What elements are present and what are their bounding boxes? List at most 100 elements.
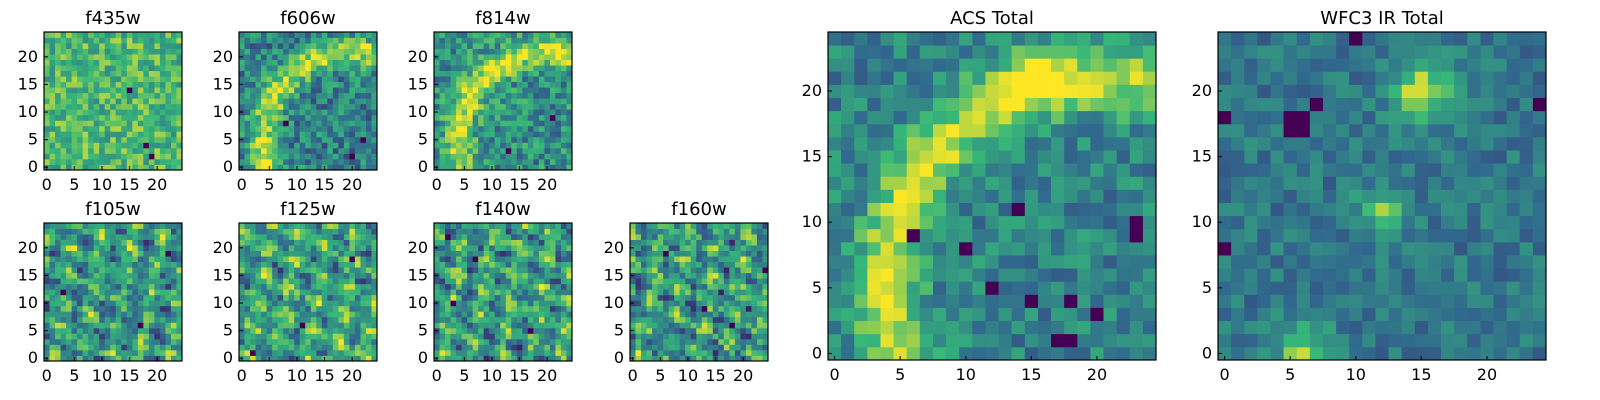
heatmap-cell: [478, 153, 485, 160]
heatmap-cell: [99, 272, 106, 279]
heatmap-cell: [244, 300, 251, 307]
heatmap-cell: [93, 267, 100, 274]
heatmap-cell: [77, 300, 84, 307]
heatmap-cell: [316, 355, 323, 362]
heatmap-cell: [668, 272, 675, 279]
heatmap-cell: [244, 338, 251, 345]
heatmap-cell: [294, 120, 301, 127]
heatmap-cell: [365, 300, 372, 307]
heatmap-cell: [854, 320, 868, 335]
heatmap-cell: [751, 228, 758, 235]
heatmap-cell: [500, 349, 507, 356]
heatmap-cell: [299, 147, 306, 154]
heatmap-cell: [854, 228, 868, 243]
heatmap-cell: [99, 256, 106, 263]
heatmap-cell: [985, 241, 999, 256]
heatmap-cell: [371, 87, 378, 94]
heatmap-cell: [745, 349, 752, 356]
heatmap-cell: [646, 294, 653, 301]
heatmap-cell: [143, 98, 150, 105]
heatmap-cell: [533, 272, 540, 279]
heatmap-cell: [82, 278, 89, 285]
heatmap-cell: [266, 65, 273, 72]
heatmap-cell: [652, 316, 658, 323]
heatmap-cell: [841, 255, 855, 269]
heatmap-cell: [544, 267, 551, 274]
heatmap-cell: [972, 176, 986, 190]
heatmap-cell: [756, 344, 763, 351]
heatmap-cell: [549, 333, 556, 340]
heatmap-cell: [549, 239, 556, 246]
heatmap-cell: [489, 158, 496, 165]
heatmap-cell: [137, 344, 144, 351]
heatmap-cell: [560, 239, 567, 246]
heatmap-cell: [283, 256, 290, 263]
heatmap-cell: [132, 136, 139, 143]
heatmap-cell: [1090, 202, 1104, 217]
heatmap-cell: [434, 261, 440, 268]
heatmap-cell: [250, 289, 256, 296]
heatmap-cell: [505, 32, 512, 38]
heatmap-cell: [143, 37, 150, 44]
heatmap-cell: [365, 278, 372, 285]
heatmap-cell: [93, 333, 100, 340]
heatmap-cell: [880, 255, 894, 269]
heatmap-cell: [1103, 123, 1118, 138]
heatmap-cell: [332, 300, 339, 307]
heatmap-cell: [522, 355, 529, 362]
heatmap-cell: [132, 120, 139, 127]
heatmap-cell: [332, 256, 339, 263]
heatmap-cell: [489, 136, 496, 143]
heatmap-cell: [343, 228, 350, 235]
heatmap-cell: [121, 65, 128, 72]
heatmap-cell: [472, 245, 479, 251]
heatmap-cell: [668, 344, 675, 351]
heatmap-cell: [60, 153, 67, 160]
heatmap-cell: [126, 333, 133, 340]
heatmap-cell: [104, 245, 111, 251]
heatmap-cell: [104, 70, 111, 77]
heatmap-cell: [1051, 241, 1065, 256]
heatmap-cell: [511, 48, 518, 55]
heatmap-cell: [170, 311, 177, 318]
axes-frame: [238, 222, 378, 362]
heatmap-cell: [159, 114, 166, 121]
heatmap-cell: [255, 98, 262, 105]
heatmap-cell: [1142, 228, 1157, 243]
heatmap-cell: [244, 147, 251, 154]
heatmap-cell: [566, 153, 573, 160]
heatmap-cell: [555, 76, 562, 83]
heatmap-cell: [745, 261, 752, 268]
heatmap-cell: [652, 344, 658, 351]
heatmap-cell: [751, 239, 758, 246]
heatmap-cell: [371, 37, 378, 44]
heatmap-cell: [533, 305, 540, 312]
heatmap-cell: [283, 32, 290, 38]
heatmap-cell: [701, 250, 708, 257]
heatmap-cell: [555, 87, 562, 94]
heatmap-cell: [126, 125, 133, 132]
heatmap-cell: [555, 136, 562, 143]
heatmap-cell: [71, 147, 78, 154]
heatmap-cell: [828, 307, 842, 322]
heatmap-cell: [261, 333, 267, 340]
heatmap-cell: [445, 54, 451, 60]
heatmap-cell: [544, 289, 551, 296]
y-tick-label: 0: [418, 157, 428, 176]
heatmap-cell: [762, 349, 769, 356]
heatmap-cell: [445, 120, 451, 127]
heatmap-cell: [566, 289, 573, 296]
heatmap-cell: [115, 294, 122, 301]
heatmap-cell: [343, 76, 350, 83]
heatmap-cell: [244, 327, 251, 334]
heatmap-cell: [549, 327, 556, 334]
heatmap-cell: [696, 311, 703, 318]
heatmap-cell: [88, 272, 95, 279]
heatmap-cell: [483, 344, 490, 351]
heatmap-cell: [467, 131, 474, 138]
heatmap-cell: [261, 300, 267, 307]
heatmap-cell: [1011, 123, 1026, 138]
x-tick-label: 20: [537, 366, 557, 385]
heatmap-cell: [1051, 255, 1065, 269]
heatmap-cell: [1103, 176, 1118, 190]
